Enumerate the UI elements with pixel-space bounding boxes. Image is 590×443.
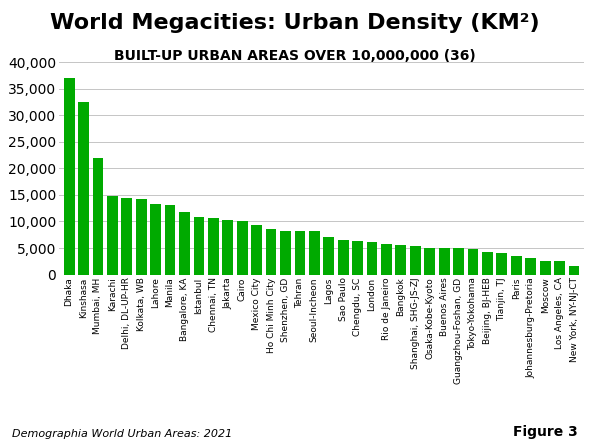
Bar: [251, 225, 262, 275]
Bar: [511, 256, 522, 275]
Bar: [165, 205, 175, 275]
Text: World Megacities: Urban Density (KM²): World Megacities: Urban Density (KM²): [50, 13, 540, 33]
Bar: [107, 196, 118, 275]
Bar: [439, 248, 450, 275]
Bar: [482, 253, 493, 275]
Bar: [554, 261, 565, 275]
Bar: [496, 253, 507, 275]
Text: Demographia World Urban Areas: 2021: Demographia World Urban Areas: 2021: [12, 428, 232, 439]
Bar: [194, 217, 204, 275]
Bar: [136, 199, 147, 275]
Bar: [222, 220, 233, 275]
Bar: [179, 213, 190, 275]
Bar: [208, 218, 219, 275]
Bar: [381, 245, 392, 275]
Bar: [64, 78, 74, 275]
Bar: [453, 248, 464, 275]
Bar: [309, 231, 320, 275]
Bar: [338, 240, 349, 275]
Text: BUILT-UP URBAN AREAS OVER 10,000,000 (36): BUILT-UP URBAN AREAS OVER 10,000,000 (36…: [114, 49, 476, 63]
Bar: [395, 245, 407, 275]
Bar: [93, 158, 103, 275]
Bar: [150, 204, 161, 275]
Bar: [366, 242, 378, 275]
Bar: [468, 249, 478, 275]
Bar: [266, 229, 277, 275]
Bar: [78, 102, 89, 275]
Text: Figure 3: Figure 3: [513, 424, 578, 439]
Bar: [237, 221, 248, 275]
Bar: [540, 261, 550, 275]
Bar: [280, 230, 291, 275]
Bar: [352, 241, 363, 275]
Bar: [410, 246, 421, 275]
Bar: [525, 258, 536, 275]
Bar: [424, 248, 435, 275]
Bar: [294, 230, 305, 275]
Bar: [569, 266, 579, 275]
Bar: [323, 237, 334, 275]
Bar: [122, 198, 132, 275]
